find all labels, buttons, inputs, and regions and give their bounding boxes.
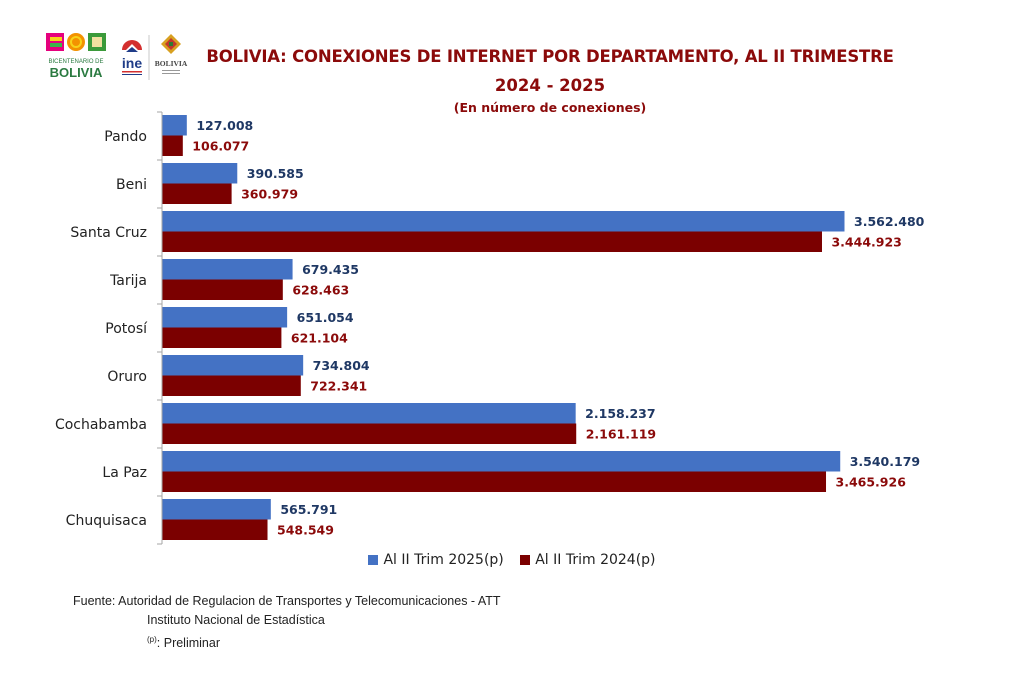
bar-2025 [162, 307, 288, 328]
bicentenario-text1: BICENTENARIO DE [48, 59, 103, 65]
source-note: Fuente: Autoridad de Regulacion de Trans… [73, 592, 501, 653]
data-label-2025: 390.585 [247, 166, 304, 181]
data-label-2024: 3.444.923 [831, 234, 901, 249]
data-label-2024: 628.463 [292, 282, 349, 297]
data-label-2025: 2.158.237 [585, 406, 655, 421]
data-label-2024: 722.341 [310, 378, 367, 393]
source-line2: Instituto Nacional de Estadística [147, 613, 325, 627]
data-label-2024: 106.077 [192, 138, 249, 153]
chart-subtitle: (En número de conexiones) [453, 100, 647, 115]
chart-title: BOLIVIA: CONEXIONES DE INTERNET POR DEPA… [206, 47, 894, 66]
category-label: Pando [104, 129, 147, 145]
category-label: Cochabamba [55, 417, 147, 433]
bicentenario-text2: BOLIVIA [50, 65, 103, 80]
source-line1: Fuente: Autoridad de Regulacion de Trans… [73, 594, 501, 608]
bar-2024 [162, 135, 183, 156]
bar-2025 [162, 211, 845, 232]
data-label-2025: 127.008 [196, 118, 253, 133]
data-label-2025: 651.054 [297, 310, 354, 325]
data-label-2025: 679.435 [302, 262, 359, 277]
data-label-2024: 621.104 [291, 330, 348, 345]
bar-2025 [162, 115, 187, 136]
category-label: Santa Cruz [70, 225, 147, 241]
data-label-2025: 3.540.179 [850, 454, 920, 469]
category-label: La Paz [102, 465, 147, 481]
bar-2025 [162, 355, 304, 376]
legend-label-2024: Al II Trim 2024(p) [535, 552, 656, 568]
bar-2024 [162, 279, 283, 300]
data-label-2025: 3.562.480 [854, 214, 925, 229]
estado-logo: BOLIVIA [155, 34, 188, 74]
category-label: Beni [116, 177, 147, 193]
bar-2024 [162, 183, 232, 204]
data-label-2025: 565.791 [280, 502, 337, 517]
category-label: Tarija [109, 273, 147, 289]
bar-2024 [162, 327, 282, 348]
data-label-2024: 360.979 [241, 186, 298, 201]
bar-2025 [162, 259, 293, 280]
preliminary-text: : Preliminar [156, 636, 220, 650]
bar-2024 [162, 519, 268, 540]
legend: Al II Trim 2025(p) Al II Trim 2024(p) [0, 552, 1024, 569]
logos: BICENTENARIO DE BOLIVIA ine BOLIVIA [46, 33, 188, 80]
bar-2024 [162, 423, 577, 444]
legend-item-2025: Al II Trim 2025(p) [368, 552, 504, 568]
category-label: Chuquisaca [66, 513, 147, 529]
bar-2024 [162, 375, 301, 396]
data-label-2024: 2.161.119 [586, 426, 656, 441]
ine-text: ine [122, 55, 142, 71]
bar-2025 [162, 403, 576, 424]
legend-item-2024: Al II Trim 2024(p) [520, 552, 656, 568]
legend-swatch-2025 [368, 555, 379, 565]
bicentenario-logo: BICENTENARIO DE BOLIVIA [46, 33, 106, 80]
legend-swatch-2024 [520, 555, 531, 565]
data-label-2024: 3.465.926 [836, 474, 907, 489]
legend-label-2025: Al II Trim 2025(p) [383, 552, 504, 568]
bar-2024 [162, 231, 822, 252]
chart-title-years: 2024 - 2025 [494, 76, 606, 95]
bar-2025 [162, 499, 271, 520]
data-label-2024: 548.549 [277, 522, 334, 537]
preliminary-mark: (p) [147, 635, 157, 644]
data-label-2025: 734.804 [313, 358, 370, 373]
ine-logo: ine [122, 35, 150, 80]
bar-2025 [162, 451, 841, 472]
category-label: Oruro [107, 369, 147, 385]
preliminary-note: (p): Preliminar [73, 630, 501, 653]
estado-text: BOLIVIA [155, 59, 188, 68]
bar-2024 [162, 471, 827, 492]
category-label: Potosí [105, 321, 148, 337]
bar-2025 [162, 163, 238, 184]
